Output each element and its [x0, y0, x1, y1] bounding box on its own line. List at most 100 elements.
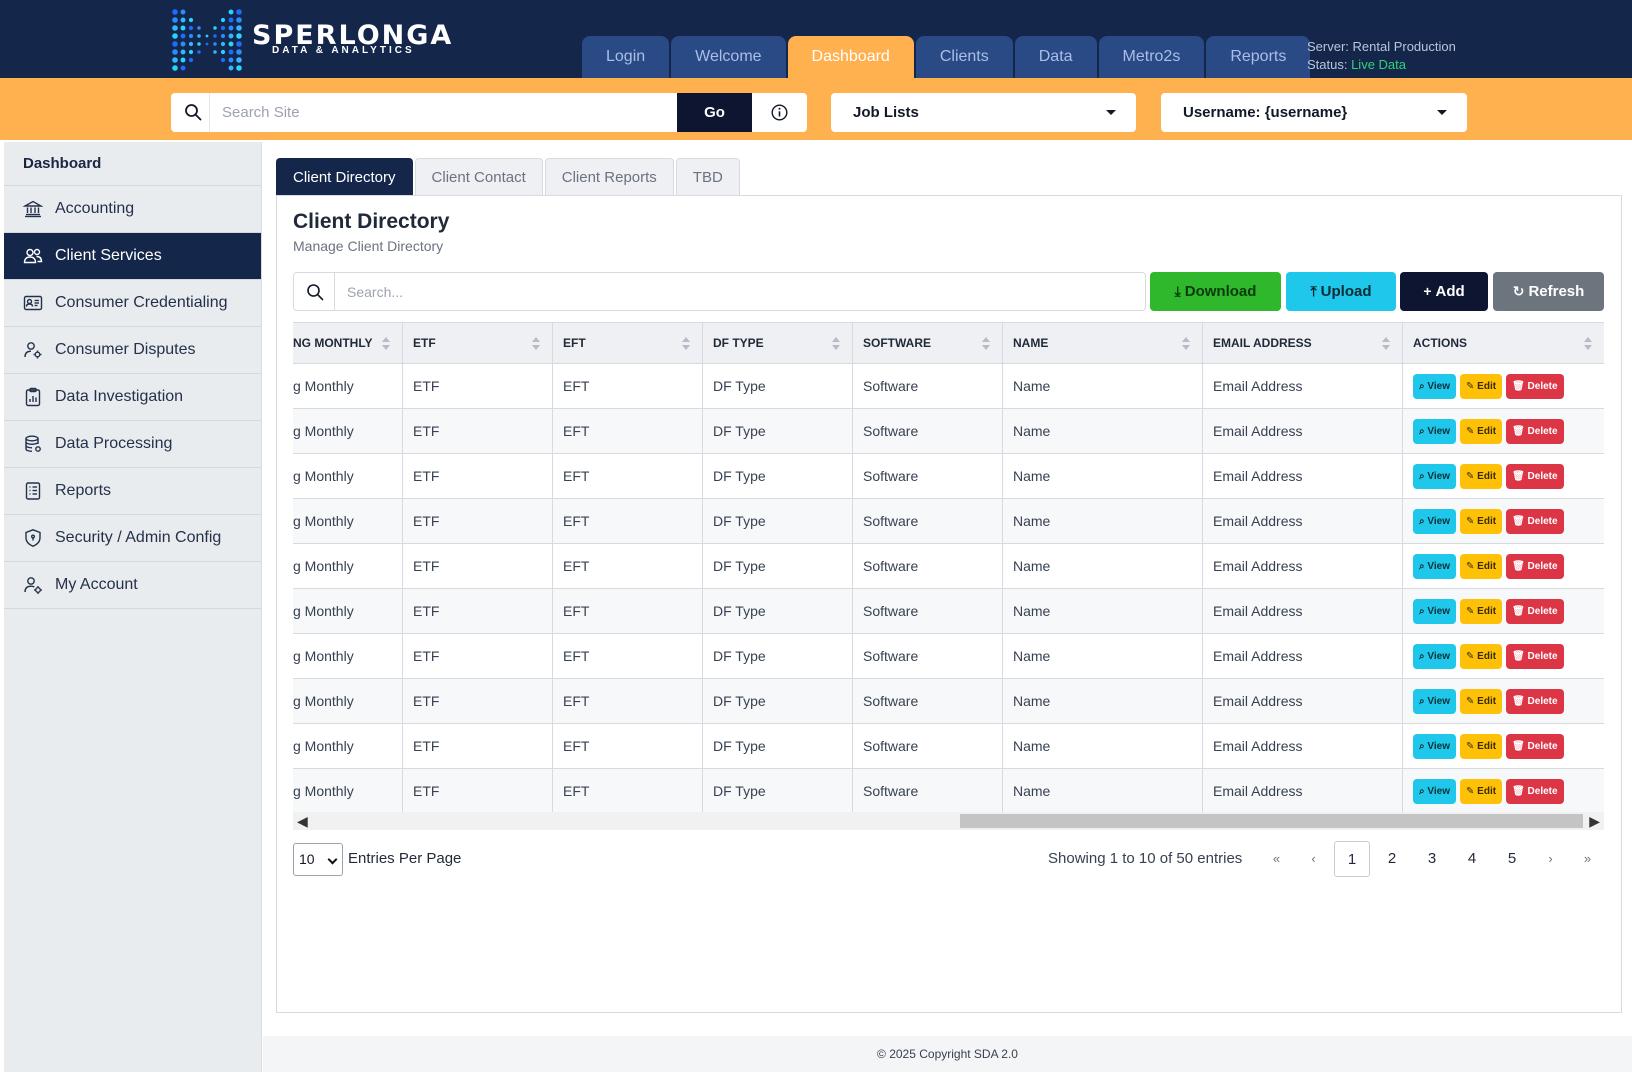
entries-per-page-select[interactable]: 10 — [293, 843, 343, 876]
prev-page-button[interactable]: ‹ — [1311, 851, 1316, 866]
view-button[interactable]: ⌕ View — [1413, 598, 1456, 624]
view-button[interactable]: ⌕ View — [1413, 373, 1456, 399]
nav-tab-welcome[interactable]: Welcome — [671, 36, 786, 78]
first-page-button[interactable]: « — [1272, 851, 1281, 866]
delete-button[interactable]: 🗑 Delete — [1506, 553, 1564, 579]
go-button[interactable]: Go — [677, 93, 752, 132]
table-cell: g Monthly — [293, 454, 403, 498]
horizontal-scrollbar[interactable]: ◀ ▶ — [293, 812, 1604, 830]
delete-button[interactable]: 🗑 Delete — [1506, 688, 1564, 714]
sidebar-item-security-admin-config[interactable]: Security / Admin Config — [4, 515, 261, 562]
column-header[interactable]: DF TYPE — [703, 323, 853, 363]
delete-button[interactable]: 🗑 Delete — [1506, 508, 1564, 534]
view-button[interactable]: ⌕ View — [1413, 643, 1456, 669]
client-table-scroll[interactable]: NG MONTHLY ETF EFT DF TYPE SOFTWARE NAME… — [293, 322, 1604, 812]
nav-tab-dashboard[interactable]: Dashboard — [787, 36, 914, 78]
view-button[interactable]: ⌕ View — [1413, 553, 1456, 579]
chevron-down-icon — [327, 854, 338, 865]
page-5-button[interactable]: 5 — [1507, 850, 1517, 867]
page-2-button[interactable]: 2 — [1387, 850, 1397, 867]
view-button[interactable]: ⌕ View — [1413, 688, 1456, 714]
page-3-button[interactable]: 3 — [1427, 850, 1437, 867]
scroll-left-icon[interactable]: ◀ — [297, 813, 308, 829]
nav-tab-clients[interactable]: Clients — [915, 36, 1013, 78]
table-cell: EFT — [553, 679, 703, 723]
edit-button[interactable]: ✎ Edit — [1460, 598, 1503, 624]
site-search-input[interactable] — [210, 93, 670, 132]
nav-tab-reports[interactable]: Reports — [1206, 36, 1311, 78]
view-button[interactable]: ⌕ View — [1413, 418, 1456, 444]
page-1-button[interactable]: 1 — [1334, 841, 1370, 877]
column-header[interactable]: EFT — [553, 323, 703, 363]
column-header[interactable]: EMAIL ADDRESS — [1203, 323, 1403, 363]
job-lists-select[interactable]: Job Lists — [831, 93, 1136, 132]
scroll-right-icon[interactable]: ▶ — [1589, 813, 1600, 829]
row-actions: ⌕ View ✎ Edit 🗑 Delete — [1403, 724, 1604, 768]
edit-icon: ✎ — [1466, 785, 1478, 797]
table-cell: g Monthly — [293, 634, 403, 678]
view-button[interactable]: ⌕ View — [1413, 733, 1456, 759]
edit-button[interactable]: ✎ Edit — [1460, 778, 1503, 804]
status-live-badge: Live Data — [1351, 57, 1406, 72]
table-cell: DF Type — [703, 724, 853, 768]
tab-tbd[interactable]: TBD — [675, 158, 740, 196]
delete-button[interactable]: 🗑 Delete — [1506, 598, 1564, 624]
trash-icon: 🗑 — [1512, 380, 1528, 392]
table-row: g Monthly ETF EFT DF Type Software Name Email … — [293, 544, 1604, 589]
logo-dot — [228, 57, 234, 63]
edit-button[interactable]: ✎ Edit — [1460, 508, 1503, 534]
nav-tab-data[interactable]: Data — [1014, 36, 1097, 78]
page-4-button[interactable]: 4 — [1467, 850, 1477, 867]
table-search-input[interactable] — [335, 273, 1135, 310]
sidebar-item-my-account[interactable]: My Account — [4, 562, 261, 609]
search-divider — [209, 93, 210, 132]
column-header[interactable]: ETF — [403, 323, 553, 363]
view-button[interactable]: ⌕ View — [1413, 508, 1456, 534]
column-header[interactable]: ACTIONS — [1403, 323, 1604, 363]
logo-dot — [220, 49, 226, 55]
column-header[interactable]: NAME — [1003, 323, 1203, 363]
delete-button[interactable]: 🗑 Delete — [1506, 373, 1564, 399]
refresh-button[interactable]: ↻ Refresh — [1493, 272, 1604, 311]
sidebar-item-consumer-disputes[interactable]: Consumer Disputes — [4, 327, 261, 374]
edit-button[interactable]: ✎ Edit — [1460, 643, 1503, 669]
upload-button[interactable]: ⤒ Upload — [1286, 272, 1396, 311]
nav-tab-metro2s[interactable]: Metro2s — [1098, 36, 1205, 78]
next-page-button[interactable]: › — [1548, 851, 1553, 866]
download-button[interactable]: ⤓ Download — [1150, 272, 1281, 311]
last-page-button[interactable]: » — [1583, 851, 1592, 866]
add-button[interactable]: + Add — [1400, 272, 1488, 311]
username-select[interactable]: Username: {username} — [1161, 93, 1467, 132]
column-header[interactable]: SOFTWARE — [853, 323, 1003, 363]
delete-button[interactable]: 🗑 Delete — [1506, 643, 1564, 669]
info-button[interactable] — [752, 93, 807, 132]
edit-button[interactable]: ✎ Edit — [1460, 553, 1503, 579]
delete-button[interactable]: 🗑 Delete — [1506, 733, 1564, 759]
sidebar-item-data-processing[interactable]: Data Processing — [4, 421, 261, 468]
sidebar-item-consumer-credentialing[interactable]: Consumer Credentialing — [4, 280, 261, 327]
scrollbar-thumb[interactable] — [960, 814, 1583, 828]
sidebar-item-accounting[interactable]: Accounting — [4, 186, 261, 233]
delete-button[interactable]: 🗑 Delete — [1506, 778, 1564, 804]
view-button[interactable]: ⌕ View — [1413, 463, 1456, 489]
sidebar-item-client-services[interactable]: Client Services — [4, 233, 261, 280]
edit-button[interactable]: ✎ Edit — [1460, 463, 1503, 489]
sidebar-title[interactable]: Dashboard — [4, 142, 261, 186]
tab-client-reports[interactable]: Client Reports — [544, 158, 674, 196]
sidebar-item-data-investigation[interactable]: Data Investigation — [4, 374, 261, 421]
edit-button[interactable]: ✎ Edit — [1460, 418, 1503, 444]
edit-button[interactable]: ✎ Edit — [1460, 373, 1503, 399]
sidebar-item-reports[interactable]: Reports — [4, 468, 261, 515]
nav-tab-login[interactable]: Login — [582, 36, 670, 78]
view-button[interactable]: ⌕ View — [1413, 778, 1456, 804]
delete-button[interactable]: 🗑 Delete — [1506, 418, 1564, 444]
sidebar-item-label: My Account — [55, 576, 138, 593]
column-header[interactable]: NG MONTHLY — [293, 323, 403, 363]
delete-button[interactable]: 🗑 Delete — [1506, 463, 1564, 489]
tab-client-directory[interactable]: Client Directory — [276, 158, 413, 196]
brand-logo[interactable]: SPERLONGA DATA & ANALYTICS — [170, 8, 451, 72]
edit-button[interactable]: ✎ Edit — [1460, 688, 1503, 714]
sidebar-item-label: Data Investigation — [55, 388, 184, 405]
tab-client-contact[interactable]: Client Contact — [414, 158, 543, 196]
edit-button[interactable]: ✎ Edit — [1460, 733, 1503, 759]
